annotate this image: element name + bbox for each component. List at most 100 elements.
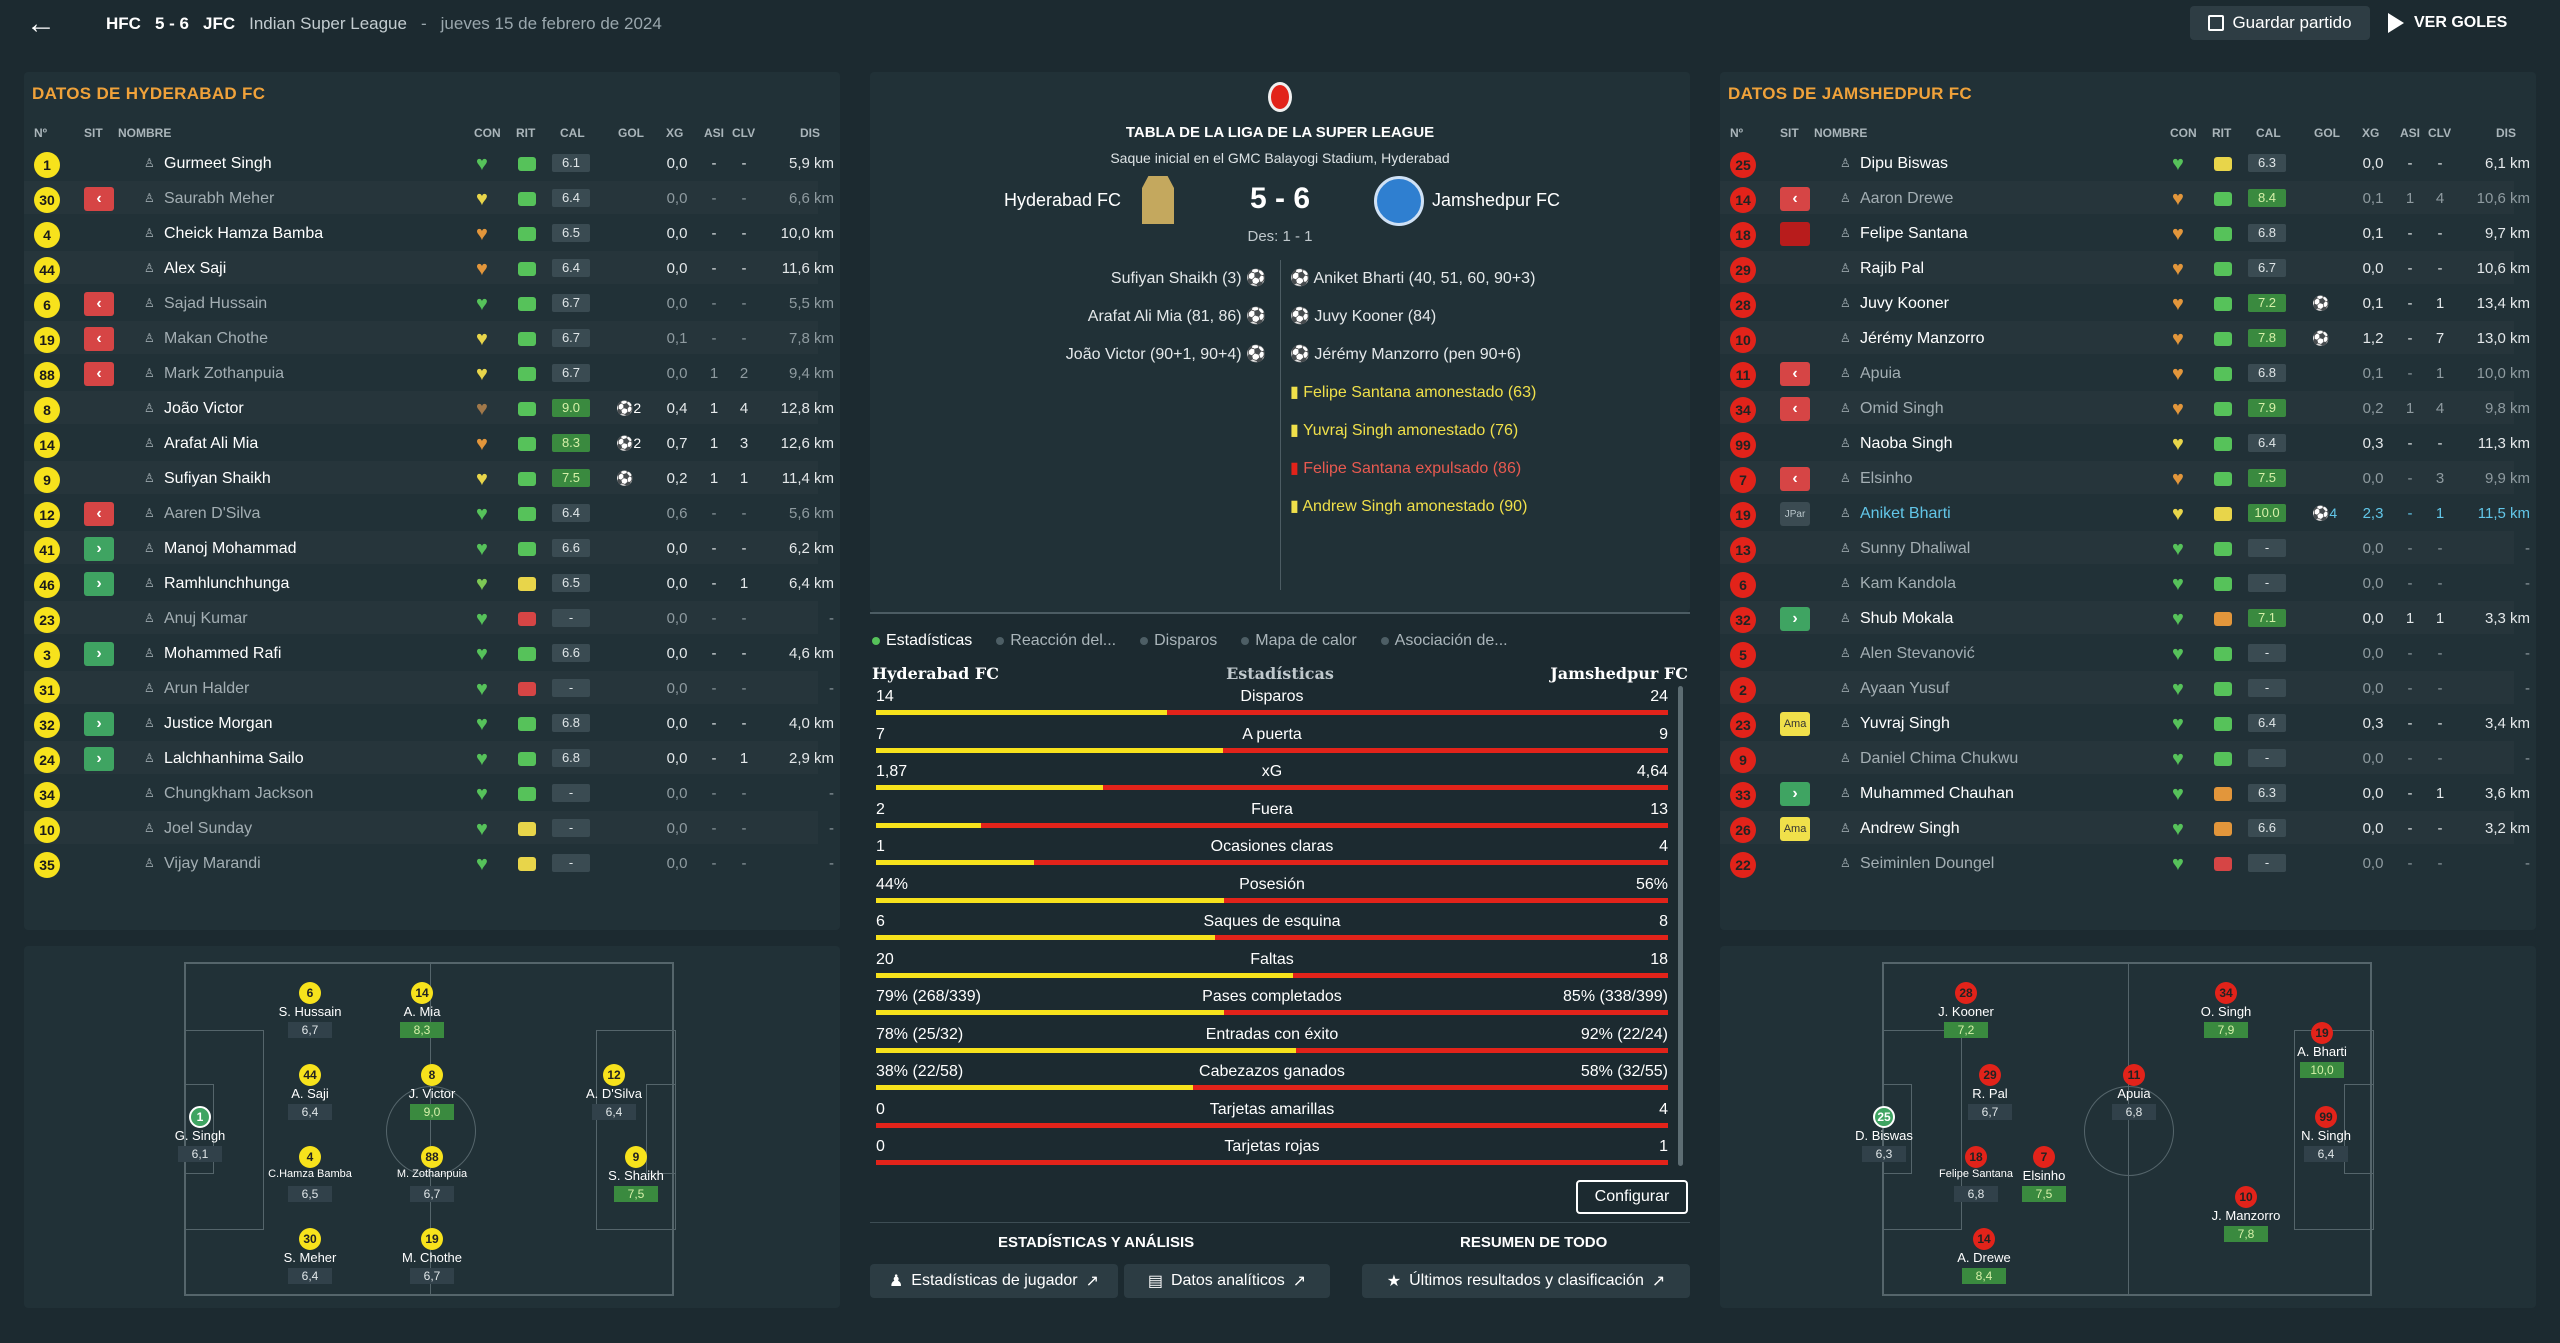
player-row[interactable]: 6 ‹ ♙ Sajad Hussain ♥ 6.7 0,0 - - 5,5 km — [24, 286, 834, 319]
player-row[interactable]: 9 ♙ Sufiyan Shaikh ♥ 7.5 ⚽ 0,2 1 1 11,4 km — [24, 461, 834, 494]
col-asi[interactable]: ASI — [2400, 126, 2421, 140]
col-gol[interactable]: GOL — [618, 126, 644, 140]
view-goals-button[interactable]: VER GOLES — [2388, 6, 2538, 40]
player-row[interactable]: 19 ‹ ♙ Makan Chothe ♥ 6.7 0,1 - - 7,8 km — [24, 321, 834, 354]
player-name[interactable]: Alex Saji — [164, 260, 227, 277]
player-row[interactable]: 32 › ♙ Justice Morgan ♥ 6.8 0,0 - - 4,0 km — [24, 706, 834, 739]
player-name[interactable]: Juvy Kooner — [1860, 295, 1949, 312]
player-name[interactable]: Vijay Marandi — [164, 855, 261, 872]
player-name[interactable]: João Victor — [164, 400, 244, 417]
player-name[interactable]: Mark Zothanpuia — [164, 365, 285, 382]
player-row[interactable]: 44 ♙ Alex Saji ♥ 6.4 0,0 - - 11,6 km — [24, 251, 834, 284]
player-row[interactable]: 6 ♙ Kam Kandola ♥ - 0,0 - - - — [1720, 566, 2530, 599]
lineup-player-number[interactable]: 4 — [299, 1146, 321, 1168]
tab-4[interactable]: Asociación de... — [1380, 632, 1508, 650]
player-row[interactable]: 18 ♙ Felipe Santana ♥ 6.8 0,1 - - 9,7 km — [1720, 216, 2530, 249]
player-name[interactable]: Kam Kandola — [1860, 575, 1957, 592]
player-row[interactable]: 35 ♙ Vijay Marandi ♥ - 0,0 - - - — [24, 846, 834, 879]
player-row[interactable]: 5 ♙ Alen Stevanović ♥ - 0,0 - - - — [1720, 636, 2530, 669]
player-name[interactable]: Arafat Ali Mia — [164, 435, 259, 452]
player-name[interactable]: Yuvraj Singh — [1860, 715, 1950, 732]
lineup-player-number[interactable]: 18 — [1965, 1146, 1987, 1168]
col-clv[interactable]: CLV — [2428, 126, 2452, 140]
player-name[interactable]: Makan Chothe — [164, 330, 269, 347]
lineup-player-number[interactable]: 25 — [1873, 1106, 1895, 1128]
player-row[interactable]: 33 › ♙ Muhammed Chauhan ♥ 6.3 0,0 - 1 3,6 km — [1720, 776, 2530, 809]
player-name[interactable]: Rajib Pal — [1860, 260, 1925, 277]
player-name[interactable]: Mohammed Rafi — [164, 645, 282, 662]
player-row[interactable]: 8 ♙ João Victor ♥ 9.0 ⚽2 0,4 1 4 12,8 km — [24, 391, 834, 424]
col-name[interactable]: NOMBRE — [1814, 126, 1868, 140]
col-sit[interactable]: SIT — [1780, 126, 1799, 140]
player-row[interactable]: 23 ♙ Anuj Kumar ♥ - 0,0 - - - — [24, 601, 834, 634]
player-row[interactable]: 1 ♙ Gurmeet Singh ♥ 6.1 0,0 - - 5,9 km — [24, 146, 834, 179]
player-name[interactable]: Andrew Singh — [1860, 820, 1960, 837]
analytics-button[interactable]: ▤ Datos analíticos ↗ — [1124, 1264, 1330, 1298]
lineup-player-number[interactable]: 12 — [603, 1064, 625, 1086]
col-con[interactable]: CON — [474, 126, 501, 140]
player-row[interactable]: 25 ♙ Dipu Biswas ♥ 6.3 0,0 - - 6,1 km — [1720, 146, 2530, 179]
player-name[interactable]: Felipe Santana — [1860, 225, 1968, 242]
player-name[interactable]: Cheick Hamza Bamba — [164, 225, 324, 242]
col-xg[interactable]: XG — [2362, 126, 2380, 140]
player-name[interactable]: Anuj Kumar — [164, 610, 248, 627]
player-row[interactable]: 24 › ♙ Lalchhanhima Sailo ♥ 6.8 0,0 - 1 2,9 km — [24, 741, 834, 774]
player-name[interactable]: Omid Singh — [1860, 400, 1944, 417]
player-name[interactable]: Aaren D'Silva — [164, 505, 261, 522]
save-match-button[interactable]: Guardar partido — [2190, 6, 2370, 40]
away-team-name[interactable]: Jamshedpur FC — [1432, 190, 1561, 210]
tab-2[interactable]: Disparos — [1140, 632, 1217, 650]
player-row[interactable]: 10 ♙ Jérémy Manzorro ♥ 7.8 ⚽ 1,2 - 7 13,0 km — [1720, 321, 2530, 354]
col-rit[interactable]: RIT — [516, 126, 536, 140]
player-name[interactable]: Arun Halder — [164, 680, 250, 697]
player-row[interactable]: 2 ♙ Ayaan Yusuf ♥ - 0,0 - - - — [1720, 671, 2530, 704]
player-name[interactable]: Daniel Chima Chukwu — [1860, 750, 2019, 767]
player-name[interactable]: Saurabh Meher — [164, 190, 275, 207]
player-row[interactable]: 10 ♙ Joel Sunday ♥ - 0,0 - - - — [24, 811, 834, 844]
lineup-player-number[interactable]: 30 — [299, 1228, 321, 1250]
player-row[interactable]: 34 ♙ Chungkham Jackson ♥ - 0,0 - - - — [24, 776, 834, 809]
home-team-name[interactable]: Hyderabad FC — [1004, 190, 1122, 210]
player-row[interactable]: 31 ♙ Arun Halder ♥ - 0,0 - - - — [24, 671, 834, 704]
player-name[interactable]: Muhammed Chauhan — [1860, 785, 2014, 802]
lineup-player-number[interactable]: 14 — [411, 982, 433, 1004]
player-row[interactable]: 99 ♙ Naoba Singh ♥ 6.4 0,3 - - 11,3 km — [1720, 426, 2530, 459]
player-name[interactable]: Joel Sunday — [164, 820, 253, 837]
col-clv[interactable]: CLV — [732, 126, 756, 140]
player-row[interactable]: 4 ♙ Cheick Hamza Bamba ♥ 6.5 0,0 - - 10,0 km — [24, 216, 834, 249]
lineup-player-number[interactable]: 34 — [2215, 982, 2237, 1004]
player-name[interactable]: Sufiyan Shaikh — [164, 470, 271, 487]
configure-button[interactable]: Configurar — [1576, 1180, 1688, 1214]
lineup-player-number[interactable]: 29 — [1979, 1064, 2001, 1086]
col-rit[interactable]: RIT — [2212, 126, 2232, 140]
player-name[interactable]: Seiminlen Doungel — [1860, 855, 1995, 872]
lineup-player-number[interactable]: 10 — [2235, 1186, 2257, 1208]
player-row[interactable]: 11 ‹ ♙ Apuia ♥ 6.8 0,1 - 1 10,0 km — [1720, 356, 2530, 389]
player-row[interactable]: 88 ‹ ♙ Mark Zothanpuia ♥ 6.7 0,0 1 2 9,4 km — [24, 356, 834, 389]
player-stats-button[interactable]: ♟ Estadísticas de jugador ↗ — [870, 1264, 1118, 1298]
col-xg[interactable]: XG — [666, 126, 684, 140]
player-name[interactable]: Aniket Bharti — [1860, 505, 1951, 522]
lineup-player-number[interactable]: 9 — [625, 1146, 647, 1168]
col-dis[interactable]: DIS — [800, 126, 821, 140]
player-row[interactable]: 7 ‹ ♙ Elsinho ♥ 7.5 0,0 - 3 9,9 km — [1720, 461, 2530, 494]
back-arrow-icon[interactable]: ← — [26, 7, 56, 40]
lineup-player-number[interactable]: 11 — [2123, 1064, 2145, 1086]
col-gol[interactable]: GOL — [2314, 126, 2340, 140]
col-con[interactable]: CON — [2170, 126, 2197, 140]
player-row[interactable]: 28 ♙ Juvy Kooner ♥ 7.2 ⚽ 0,1 - 1 13,4 km — [1720, 286, 2530, 319]
tab-3[interactable]: Mapa de calor — [1241, 632, 1357, 650]
lineup-player-number[interactable]: 88 — [421, 1146, 443, 1168]
col-num[interactable]: Nº — [34, 126, 48, 140]
player-name[interactable]: Shub Mokala — [1860, 610, 1954, 627]
lineup-player-number[interactable]: 44 — [299, 1064, 321, 1086]
player-row[interactable]: 41 › ♙ Manoj Mohammad ♥ 6.6 0,0 - - 6,2 km — [24, 531, 834, 564]
player-name[interactable]: Alen Stevanović — [1860, 645, 1975, 662]
player-name[interactable]: Sunny Dhaliwal — [1860, 540, 1971, 557]
col-cal[interactable]: CAL — [2256, 126, 2281, 140]
player-row[interactable]: 34 ‹ ♙ Omid Singh ♥ 7.9 0,2 1 4 9,8 km — [1720, 391, 2530, 424]
player-name[interactable]: Justice Morgan — [164, 715, 273, 732]
lineup-player-number[interactable]: 28 — [1955, 982, 1977, 1004]
player-name[interactable]: Jérémy Manzorro — [1860, 330, 1985, 347]
player-row[interactable]: 19 JPar ♙ Aniket Bharti ♥ 10.0 ⚽4 2,3 - 1 11,5 km — [1720, 496, 2530, 529]
